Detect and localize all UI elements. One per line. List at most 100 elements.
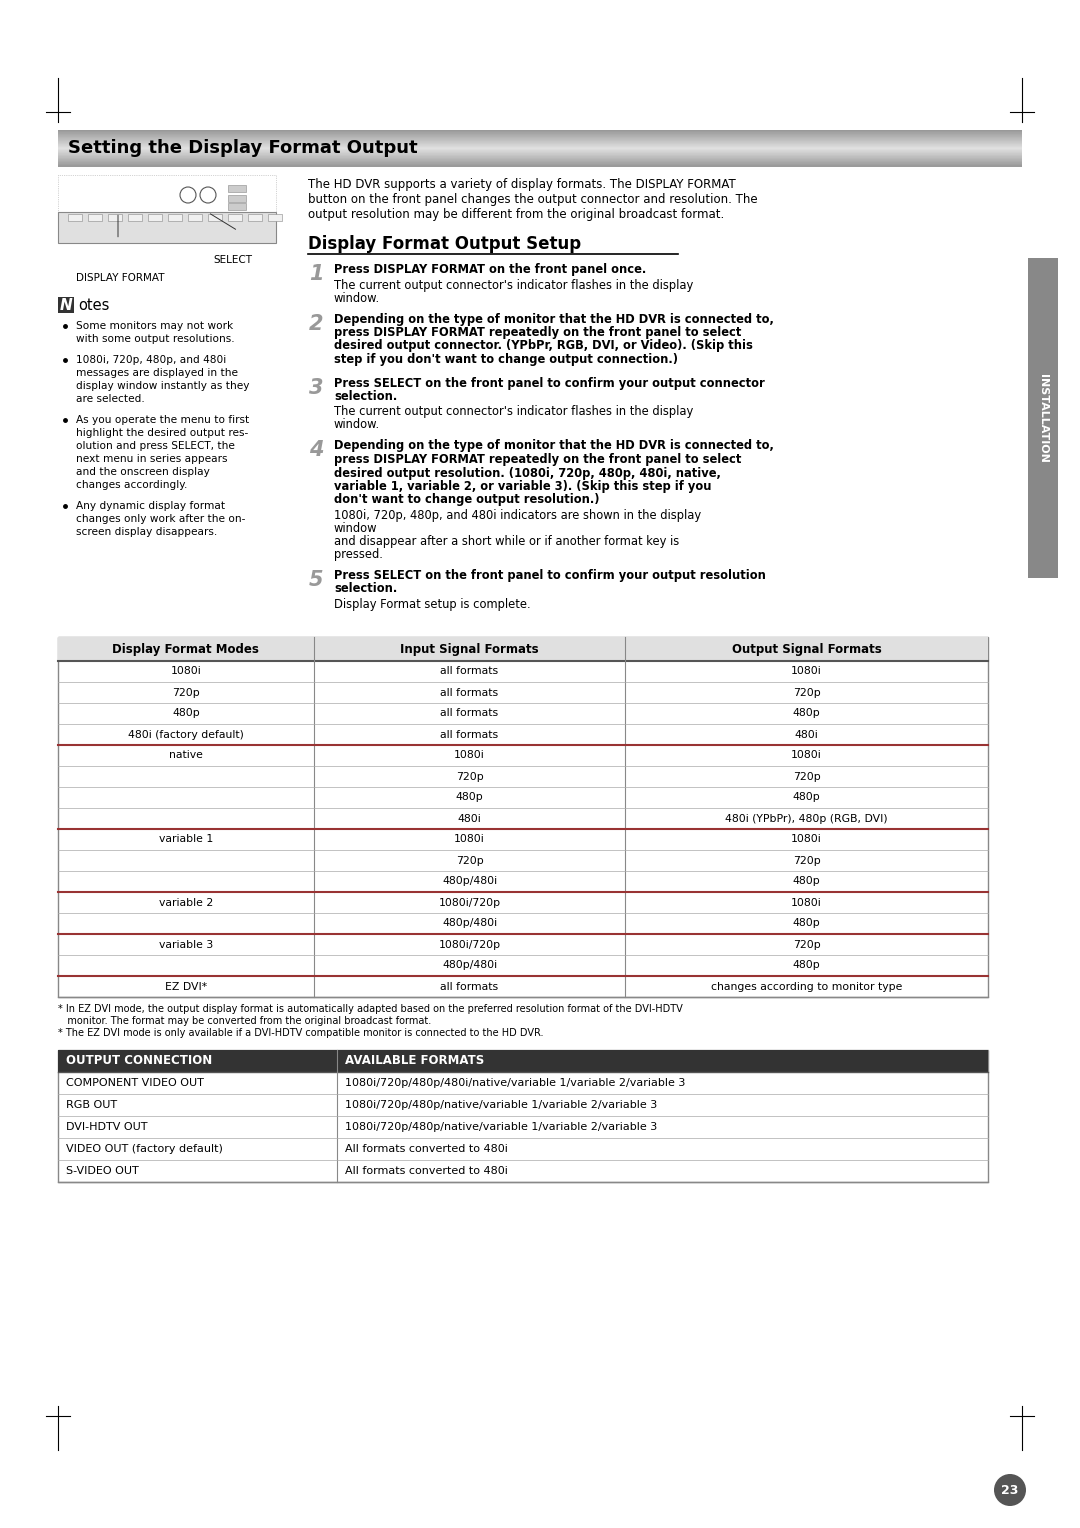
Text: SELECT: SELECT (213, 255, 252, 264)
Bar (268, 214, 282, 222)
Text: next menu in series appears: next menu in series appears (76, 454, 228, 465)
Text: all formats: all formats (441, 666, 499, 677)
Text: Some monitors may not work: Some monitors may not work (76, 321, 233, 332)
Text: Press SELECT on the front panel to confirm your output connector: Press SELECT on the front panel to confi… (334, 376, 765, 390)
Text: 480i (YPbPr), 480p (RGB, DVI): 480i (YPbPr), 480p (RGB, DVI) (726, 813, 888, 824)
Text: Display Format Modes: Display Format Modes (112, 642, 259, 656)
Text: 1080i/720p: 1080i/720p (438, 940, 501, 949)
Text: don't want to change output resolution.): don't want to change output resolution.) (334, 494, 599, 506)
Text: AVAILABLE FORMATS: AVAILABLE FORMATS (345, 1054, 484, 1068)
Bar (248, 214, 262, 222)
Text: VIDEO OUT (factory default): VIDEO OUT (factory default) (66, 1144, 222, 1154)
Text: variable 2: variable 2 (159, 897, 213, 908)
Text: COMPONENT VIDEO OUT: COMPONENT VIDEO OUT (66, 1077, 204, 1088)
Text: 720p: 720p (456, 856, 484, 865)
Text: 4: 4 (309, 440, 324, 460)
Text: changes accordingly.: changes accordingly. (76, 480, 187, 490)
Text: Display Format Output Setup: Display Format Output Setup (308, 235, 581, 254)
Circle shape (994, 1475, 1026, 1507)
Text: 480p: 480p (793, 877, 821, 886)
Text: step if you don't want to change output connection.): step if you don't want to change output … (334, 353, 678, 367)
Text: INSTALLATION: INSTALLATION (1038, 373, 1048, 463)
Bar (148, 214, 162, 222)
Text: 720p: 720p (793, 856, 821, 865)
Text: Depending on the type of monitor that the HD DVR is connected to,: Depending on the type of monitor that th… (334, 313, 774, 325)
Text: 480i: 480i (795, 729, 819, 740)
Text: 480p/480i: 480p/480i (442, 877, 497, 886)
Text: screen display disappears.: screen display disappears. (76, 527, 217, 536)
Text: are selected.: are selected. (76, 394, 145, 403)
Bar (188, 214, 202, 222)
Text: window.: window. (334, 292, 380, 304)
Text: The current output connector's indicator flashes in the display: The current output connector's indicator… (334, 278, 693, 292)
Text: native: native (168, 750, 203, 761)
Bar (58, 176, 276, 212)
Text: 1080i/720p/480p/native/variable 1/variable 2/variable 3: 1080i/720p/480p/native/variable 1/variab… (345, 1100, 658, 1109)
Bar (58, 296, 75, 313)
Text: 480p/480i: 480p/480i (442, 918, 497, 929)
Text: press DISPLAY FORMAT repeatedly on the front panel to select: press DISPLAY FORMAT repeatedly on the f… (334, 452, 741, 466)
Text: N: N (59, 298, 72, 313)
Bar (58, 1050, 988, 1073)
Text: 480p: 480p (793, 918, 821, 929)
Text: 480i (factory default): 480i (factory default) (127, 729, 244, 740)
Text: 480p: 480p (793, 961, 821, 970)
Text: DVI-HDTV OUT: DVI-HDTV OUT (66, 1122, 148, 1132)
Text: Output Signal Formats: Output Signal Formats (732, 642, 881, 656)
Text: highlight the desired output res-: highlight the desired output res- (76, 428, 248, 439)
Text: 1080i, 720p, 480p, and 480i indicators are shown in the display: 1080i, 720p, 480p, and 480i indicators a… (334, 509, 701, 523)
Text: All formats converted to 480i: All formats converted to 480i (345, 1166, 508, 1177)
Text: 1080i: 1080i (455, 750, 485, 761)
Text: desired output connector. (YPbPr, RGB, DVI, or Video). (Skip this: desired output connector. (YPbPr, RGB, D… (334, 339, 753, 353)
Bar (168, 214, 183, 222)
Text: As you operate the menu to first: As you operate the menu to first (76, 416, 249, 425)
Text: 1080i: 1080i (792, 834, 822, 845)
Text: button on the front panel changes the output connector and resolution. The: button on the front panel changes the ou… (308, 193, 758, 206)
Text: window.: window. (334, 419, 380, 431)
Text: variable 3: variable 3 (159, 940, 213, 949)
Text: 1080i: 1080i (792, 750, 822, 761)
Text: RGB OUT: RGB OUT (66, 1100, 117, 1109)
Bar (108, 214, 122, 222)
Text: 1080i: 1080i (455, 834, 485, 845)
Bar (228, 185, 246, 193)
Text: 480p: 480p (793, 793, 821, 802)
Text: selection.: selection. (334, 390, 397, 403)
Text: monitor. The format may be converted from the original broadcast format.: monitor. The format may be converted fro… (58, 1016, 431, 1025)
Bar (58, 1050, 988, 1183)
Text: 1080i/720p: 1080i/720p (438, 897, 501, 908)
Text: Setting the Display Format Output: Setting the Display Format Output (68, 139, 418, 157)
Text: and the onscreen display: and the onscreen display (76, 468, 210, 477)
Bar (228, 203, 246, 209)
Text: all formats: all formats (441, 981, 499, 992)
Text: Depending on the type of monitor that the HD DVR is connected to,: Depending on the type of monitor that th… (334, 440, 774, 452)
Text: olution and press SELECT, the: olution and press SELECT, the (76, 442, 234, 451)
Bar (58, 212, 276, 243)
Text: The HD DVR supports a variety of display formats. The DISPLAY FORMAT: The HD DVR supports a variety of display… (308, 177, 735, 191)
Text: 480i: 480i (458, 813, 482, 824)
Text: with some output resolutions.: with some output resolutions. (76, 335, 234, 344)
Text: Any dynamic display format: Any dynamic display format (76, 501, 225, 510)
Text: Press DISPLAY FORMAT on the front panel once.: Press DISPLAY FORMAT on the front panel … (334, 263, 646, 277)
Text: All formats converted to 480i: All formats converted to 480i (345, 1144, 508, 1154)
Text: 1: 1 (309, 264, 324, 284)
Text: press DISPLAY FORMAT repeatedly on the front panel to select: press DISPLAY FORMAT repeatedly on the f… (334, 325, 741, 339)
Text: 1080i: 1080i (792, 897, 822, 908)
Bar (228, 196, 246, 202)
Text: selection.: selection. (334, 582, 397, 596)
Text: 1080i: 1080i (171, 666, 201, 677)
Text: 480p: 480p (172, 709, 200, 718)
Text: otes: otes (78, 298, 109, 313)
Bar (228, 214, 242, 222)
Text: 1080i/720p/480p/native/variable 1/variable 2/variable 3: 1080i/720p/480p/native/variable 1/variab… (345, 1122, 658, 1132)
Bar (58, 637, 988, 996)
Text: 720p: 720p (793, 688, 821, 697)
Bar (129, 214, 141, 222)
Text: 480p: 480p (456, 793, 484, 802)
Text: Display Format setup is complete.: Display Format setup is complete. (334, 597, 530, 611)
Text: S-VIDEO OUT: S-VIDEO OUT (66, 1166, 138, 1177)
Text: changes only work after the on-: changes only work after the on- (76, 513, 245, 524)
Text: 5: 5 (309, 570, 324, 590)
Text: all formats: all formats (441, 688, 499, 697)
Text: messages are displayed in the: messages are displayed in the (76, 368, 238, 377)
